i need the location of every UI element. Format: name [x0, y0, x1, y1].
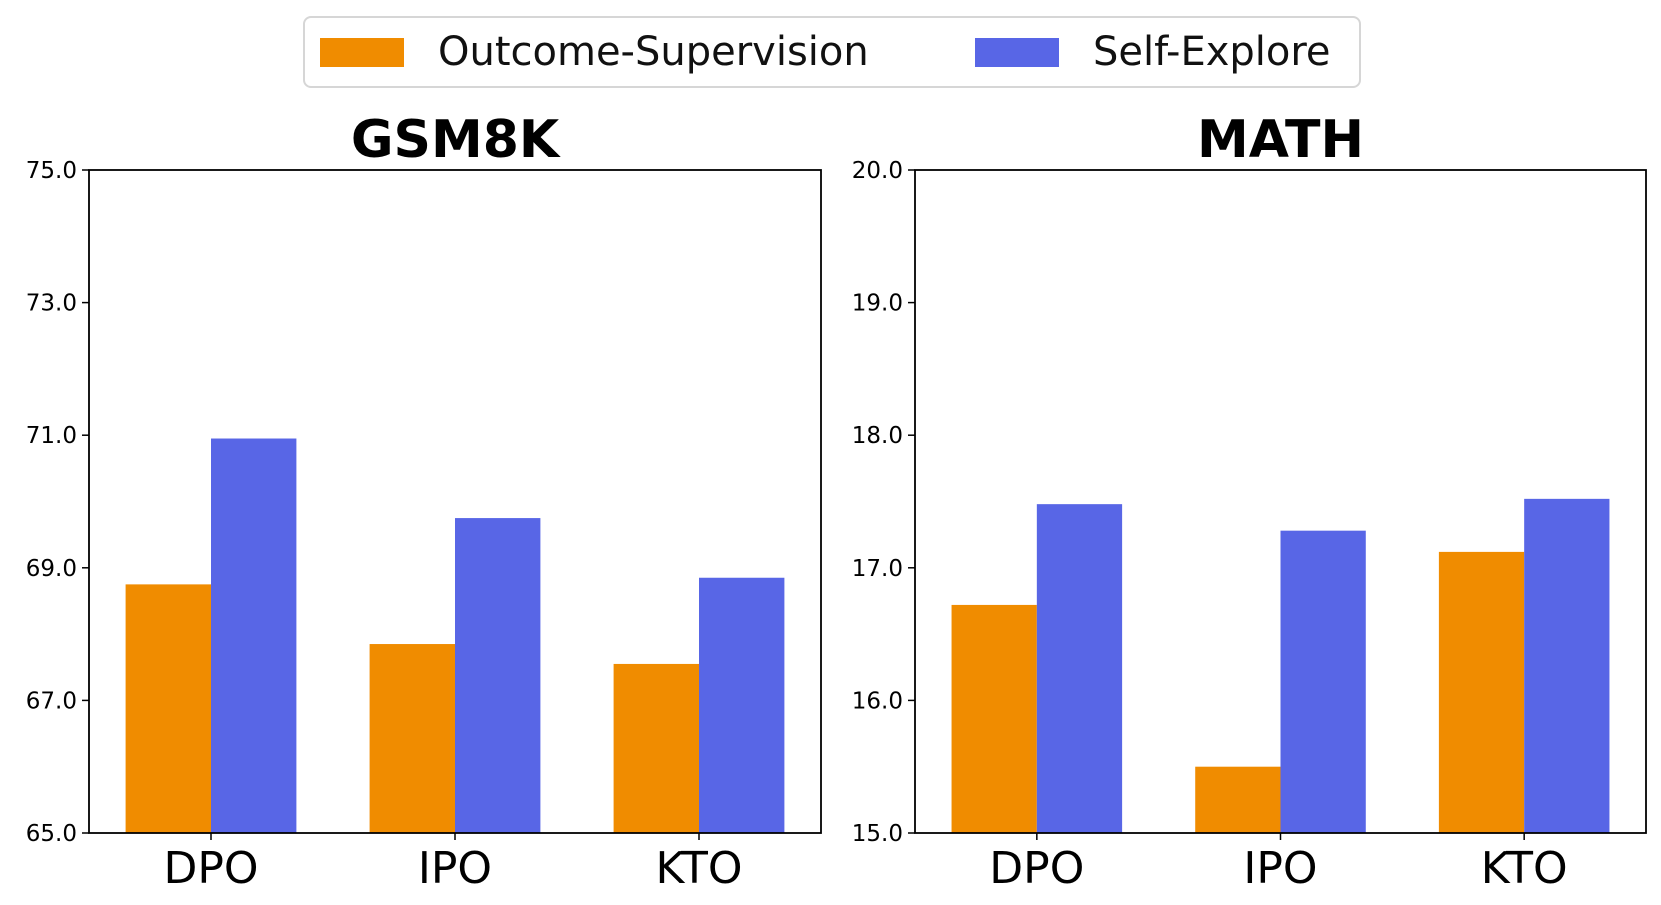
- y-tick-label: 65.0: [26, 821, 77, 847]
- bar-self-explore-dpo: [211, 438, 297, 833]
- y-tick-label: 75.0: [26, 158, 77, 184]
- axes-frame: [88, 169, 822, 834]
- bar-outcome-supervision-dpo: [125, 584, 211, 833]
- bar-outcome-supervision-ipo: [1195, 766, 1281, 833]
- x-tick-label-dpo: DPO: [989, 843, 1084, 894]
- y-tick-label: 19.0: [852, 291, 903, 317]
- y-tick-label: 18.0: [852, 423, 903, 449]
- chart-title: GSM8K: [351, 110, 561, 170]
- legend-label-self-explore: Self-Explore: [1093, 29, 1331, 75]
- x-tick-label-dpo: DPO: [163, 843, 258, 894]
- legend: Outcome-Supervision Self-Explore: [303, 16, 1361, 88]
- x-tick-label-ipo: IPO: [1243, 843, 1317, 894]
- y-tick-label: 67.0: [26, 688, 77, 714]
- bar-outcome-supervision-kto: [613, 663, 699, 833]
- bar-self-explore-dpo: [1036, 504, 1123, 833]
- legend-item-outcome-supervision: Outcome-Supervision: [320, 18, 869, 86]
- bar-outcome-supervision-dpo: [951, 604, 1037, 833]
- bar-self-explore-ipo: [1280, 530, 1366, 833]
- bar-self-explore-ipo: [455, 518, 541, 833]
- legend-label-outcome-supervision: Outcome-Supervision: [438, 29, 869, 75]
- axes-frame: [914, 169, 1647, 834]
- legend-item-self-explore: Self-Explore: [975, 18, 1331, 86]
- bar-self-explore-kto: [699, 577, 785, 833]
- chart-title: MATH: [1197, 110, 1364, 170]
- x-tick-label-kto: KTO: [1481, 843, 1568, 894]
- y-tick-label: 17.0: [852, 556, 903, 582]
- bar-outcome-supervision-kto: [1438, 551, 1525, 833]
- y-tick-label: 69.0: [26, 556, 77, 582]
- y-tick-label: 71.0: [26, 423, 77, 449]
- legend-swatch-self-explore: [975, 37, 1059, 67]
- x-tick-label-ipo: IPO: [418, 843, 492, 894]
- chart-gsm8k: GSM8K DPO IPO KTO 65.0 67.0 69.0 71.0 73.0 75.0: [26, 110, 822, 894]
- y-tick-label: 20.0: [852, 158, 903, 184]
- y-tick-label: 16.0: [852, 688, 903, 714]
- x-tick-label-kto: KTO: [656, 843, 743, 894]
- y-tick-label: 73.0: [26, 291, 77, 317]
- bar-outcome-supervision-ipo: [369, 644, 455, 833]
- y-tick-label: 15.0: [852, 821, 903, 847]
- chart-math: MATH DPO IPO KTO 15.0 16.0 17.0 18.0 19.0 20.0: [852, 110, 1647, 894]
- legend-swatch-outcome-supervision: [320, 37, 404, 67]
- bar-self-explore-kto: [1524, 498, 1610, 833]
